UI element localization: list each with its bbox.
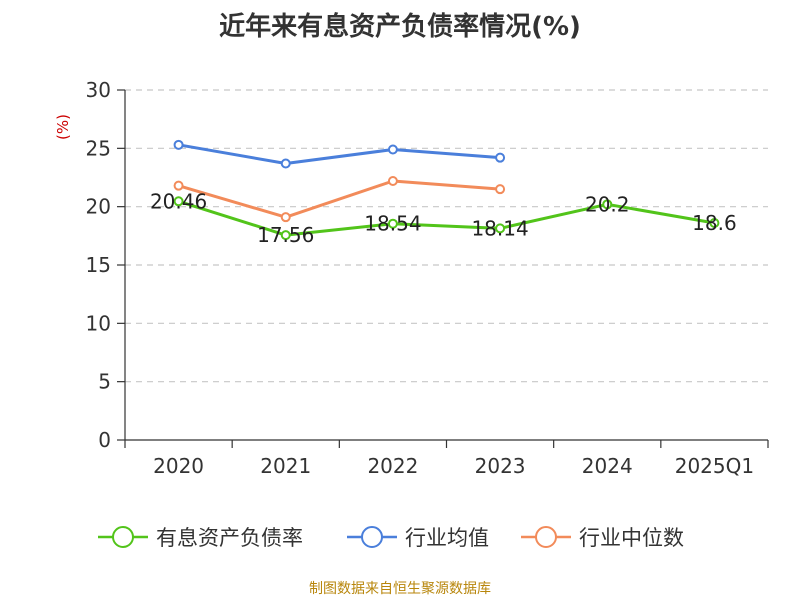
x-tick-label: 2024 <box>582 454 633 478</box>
data-point <box>173 180 184 191</box>
data-point <box>280 212 291 223</box>
data-label: 18.54 <box>364 212 421 236</box>
data-point <box>495 152 506 163</box>
series-line <box>178 143 501 165</box>
data-point <box>387 176 398 186</box>
source-note: 制图数据来自恒生聚源数据库 <box>309 581 491 597</box>
legend-item: 行业均值 <box>347 526 489 550</box>
data-point <box>173 196 184 207</box>
data-label: 17.56 <box>257 223 314 247</box>
x-tick-label: 2022 <box>367 454 418 478</box>
legend-item: 有息资产负债率 <box>98 526 303 550</box>
y-tick-label: 25 <box>86 136 111 160</box>
axes: 0 5 10 15 20 25 30 2020 2021 2022 2023 2024 2025Q1 (%… <box>54 78 769 478</box>
x-tick-label: 2023 <box>475 454 526 478</box>
legend-label: 行业均值 <box>405 526 489 550</box>
x-tick-label: 2021 <box>260 454 311 478</box>
legend-swatch-marker <box>535 526 557 548</box>
y-tick-label: 0 <box>98 428 111 452</box>
y-tick-label: 10 <box>86 311 111 335</box>
data-point <box>280 230 291 241</box>
series-lines <box>173 139 720 241</box>
data-labels: 20.46 17.56 18.54 18.14 20.2 18.6 <box>150 189 737 247</box>
data-point <box>495 223 506 234</box>
data-point <box>280 158 291 169</box>
legend-swatch-marker <box>361 526 383 548</box>
data-point <box>709 218 720 228</box>
data-point <box>602 199 613 210</box>
x-tick-label: 2020 <box>153 454 204 478</box>
data-point <box>495 184 506 195</box>
data-label: 18.6 <box>692 211 737 235</box>
grid-lines <box>125 89 768 383</box>
series-line <box>178 199 715 237</box>
y-tick-label: 5 <box>98 370 111 394</box>
y-tick-label: 30 <box>86 78 111 102</box>
legend-label: 有息资产负债率 <box>156 526 303 550</box>
data-point <box>173 139 184 150</box>
data-label: 18.14 <box>471 216 528 240</box>
y-tick-label: 15 <box>86 253 111 277</box>
legend-item: 行业中位数 <box>521 526 684 550</box>
data-point <box>387 144 398 155</box>
data-point <box>387 218 398 229</box>
legend: 有息资产负债率 行业均值 行业中位数 <box>98 526 684 550</box>
x-tick-label: 2025Q1 <box>675 454 754 478</box>
legend-swatch-marker <box>112 526 134 548</box>
data-label: 20.46 <box>150 189 207 213</box>
series-line <box>178 179 501 219</box>
chart-title: 近年来有息资产负债率情况(%) <box>219 12 581 42</box>
y-axis-label: (%) <box>54 114 72 140</box>
y-tick-label: 20 <box>86 195 111 219</box>
legend-label: 行业中位数 <box>579 526 684 550</box>
data-label: 20.2 <box>585 192 630 216</box>
